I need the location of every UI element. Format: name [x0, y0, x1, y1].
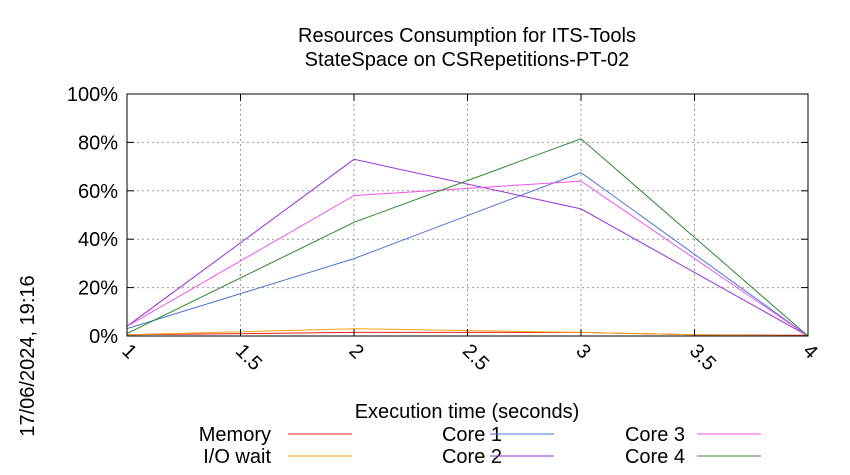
y-axis-ticks: 0% 20% 40% 60% 80% 100% [67, 84, 808, 348]
legend-label: Core 2 [442, 446, 502, 468]
x-tick-label: 3.5 [685, 340, 720, 375]
series-line-core-2 [126, 158, 809, 337]
series-line-core-4 [126, 138, 809, 337]
x-tick-label: 2 [344, 340, 367, 363]
y-tick-label: 60% [78, 181, 118, 203]
legend-label: Memory [199, 424, 271, 446]
legend-label: Core 4 [625, 446, 685, 468]
legend-label: I/O wait [203, 446, 271, 468]
legend-label: Core 3 [625, 424, 685, 446]
x-tick-label: 4 [798, 340, 821, 363]
x-tick-label: 1.5 [231, 340, 266, 375]
x-axis-label: Execution time (seconds) [355, 401, 580, 423]
timestamp-label: 17/06/2024, 19:16 [17, 275, 39, 436]
grid-lines [127, 94, 808, 336]
y-tick-label: 100% [67, 84, 118, 106]
series-layer [126, 138, 809, 337]
x-tick-label: 1 [117, 340, 140, 363]
chart-title: Resources Consumption for ITS-Tools [298, 25, 636, 47]
x-tick-label: 3 [571, 340, 594, 363]
series-line-core-3 [126, 180, 809, 337]
x-axis-ticks: 1 1.5 2 2.5 3 3.5 4 [117, 94, 822, 375]
y-tick-label: 40% [78, 229, 118, 251]
y-tick-label: 20% [78, 278, 118, 300]
x-tick-label: 2.5 [458, 340, 493, 375]
y-tick-label: 80% [78, 132, 118, 154]
y-tick-label: 0% [89, 326, 118, 348]
series-line-core-1 [126, 172, 809, 337]
legend-label: Core 1 [442, 424, 502, 446]
chart-subtitle: StateSpace on CSRepetitions-PT-02 [305, 49, 630, 71]
